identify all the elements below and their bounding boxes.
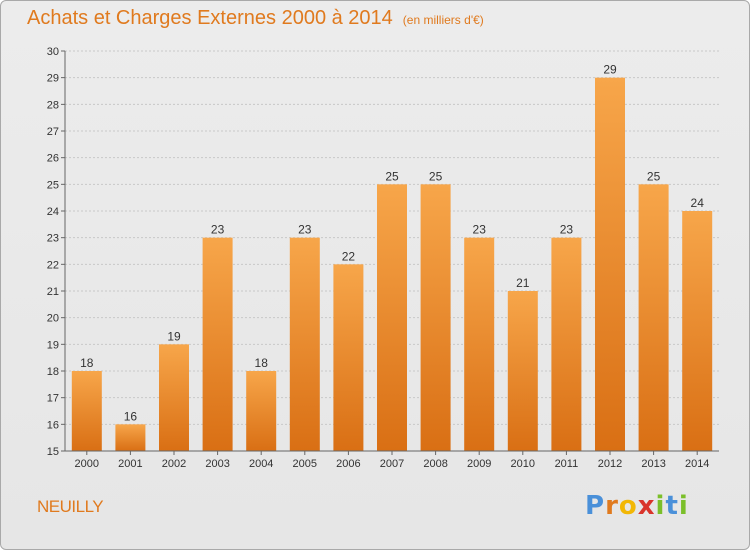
y-tick-label: 18: [47, 366, 59, 378]
data-label: 23: [560, 223, 574, 237]
bar: [71, 371, 102, 451]
logo-letter: i: [655, 491, 666, 521]
bar: [551, 237, 582, 451]
bar: [595, 77, 625, 452]
bar: [638, 184, 669, 452]
y-tick-label: 30: [47, 46, 59, 58]
bar: [289, 237, 320, 451]
data-label: 23: [298, 223, 312, 237]
data-label: 18: [80, 356, 94, 370]
bar: [420, 184, 451, 452]
x-tick-label: 2014: [685, 458, 709, 470]
data-label: 21: [516, 276, 530, 290]
y-tick-label: 19: [47, 339, 59, 351]
data-label: 23: [211, 223, 225, 237]
bar: [377, 184, 407, 452]
y-tick-label: 22: [47, 259, 59, 271]
x-tick-label: 2013: [641, 458, 665, 470]
chart-unit: (en milliers d'€): [402, 13, 484, 27]
x-tick-label: 2000: [75, 458, 99, 470]
y-tick-label: 26: [47, 153, 59, 165]
chart-title-text: Achats et Charges Externes 2000 à 2014: [27, 7, 393, 29]
proxiti-logo: Proxiti: [585, 491, 689, 521]
data-label: 23: [473, 223, 487, 237]
y-tick-label: 28: [47, 99, 59, 111]
y-tick-label: 16: [47, 419, 59, 431]
commune-name: NEUILLY: [37, 497, 104, 516]
x-tick-label: 2002: [162, 458, 186, 470]
y-tick-label: 21: [47, 286, 59, 298]
data-label: 25: [647, 169, 661, 183]
y-tick-label: 23: [47, 233, 59, 245]
logo-letter: t: [665, 491, 679, 521]
x-tick-label: 2006: [336, 458, 360, 470]
logo-letter: o: [618, 491, 638, 521]
y-tick-label: 25: [47, 179, 59, 191]
y-tick-label: 20: [47, 313, 59, 325]
bar: [682, 211, 713, 451]
logo-letter: r: [605, 491, 619, 521]
bar: [246, 371, 277, 451]
logo-letter: P: [585, 491, 606, 521]
bar: [202, 237, 233, 451]
bar: [507, 291, 538, 451]
data-labels: 18 16 19 23 18 23 22 25 25 23 21 23 29 25 24: [80, 63, 704, 424]
bars: [71, 77, 713, 452]
x-tick-label: 2009: [467, 458, 491, 470]
data-label: 22: [342, 249, 356, 263]
x-tick-label: 2001: [118, 458, 142, 470]
data-label: 18: [255, 356, 269, 370]
logo-letter: i: [678, 491, 689, 521]
y-tick-label: 15: [47, 446, 59, 458]
x-tick-label: 2004: [249, 458, 273, 470]
y-tick-label: 29: [47, 73, 59, 85]
x-tick-label: 2010: [511, 458, 535, 470]
x-axis: 2000 2001 2002 2003 2004 2005 2006 2007 2008 2009…: [65, 450, 719, 470]
x-tick-label: 2011: [555, 458, 579, 470]
y-tick-label: 17: [47, 393, 59, 405]
data-label: 25: [385, 169, 399, 183]
bar: [333, 264, 364, 451]
x-tick-label: 2008: [423, 458, 447, 470]
bar: [464, 237, 495, 451]
logo-letter: x: [637, 491, 656, 521]
y-tick-label: 24: [47, 206, 59, 218]
x-tick-label: 2003: [205, 458, 229, 470]
x-tick-label: 2005: [293, 458, 317, 470]
data-label: 29: [603, 63, 617, 77]
chart-title: Achats et Charges Externes 2000 à 2014 (e…: [27, 7, 484, 30]
data-label: 19: [167, 329, 181, 343]
x-tick-label: 2007: [380, 458, 404, 470]
bar: [115, 424, 146, 451]
y-tick-label: 27: [47, 126, 59, 138]
y-axis: 15 16 17 18 19 20 21 22 23 24 25 26 27 28 29 30: [47, 46, 66, 458]
data-label: 16: [124, 409, 138, 423]
bar: [159, 344, 189, 451]
x-tick-label: 2012: [598, 458, 622, 470]
data-label: 25: [429, 169, 443, 183]
data-label: 24: [691, 196, 705, 210]
